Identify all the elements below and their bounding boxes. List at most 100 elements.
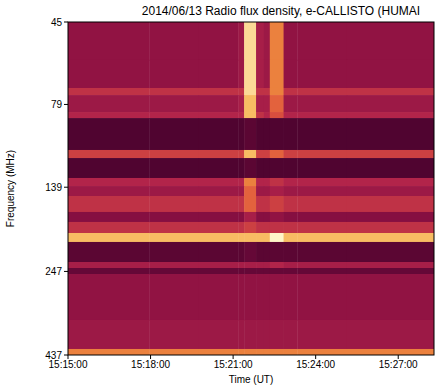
- cell: [256, 242, 264, 262]
- cell: [270, 222, 284, 233]
- cell: [284, 242, 298, 262]
- cell: [149, 22, 199, 60]
- cell: [347, 196, 434, 212]
- cell: [297, 158, 347, 178]
- cell: [238, 22, 244, 60]
- cell: [244, 196, 256, 212]
- cell: [270, 158, 284, 178]
- cell: [284, 268, 298, 274]
- cell: [270, 274, 284, 320]
- cell: [238, 212, 244, 222]
- cell: [149, 242, 199, 262]
- cell: [244, 178, 256, 186]
- cell: [284, 60, 298, 88]
- cell: [149, 196, 199, 212]
- cell: [256, 196, 264, 212]
- cell: [238, 268, 244, 274]
- cell: [270, 268, 284, 274]
- cell: [347, 95, 434, 112]
- cell: [284, 178, 298, 186]
- cell: [264, 118, 270, 150]
- x-tick-label: 15:18:00: [131, 359, 170, 370]
- cell: [347, 320, 434, 349]
- cell: [256, 95, 264, 112]
- x-axis-title: Time (UT): [229, 374, 274, 385]
- cell: [284, 212, 298, 222]
- cell: [297, 112, 347, 118]
- cell: [244, 212, 256, 222]
- x-tick-label: 15:21:00: [214, 359, 253, 370]
- cell: [347, 118, 434, 150]
- y-axis-title: Frequency (MHz): [5, 150, 16, 227]
- y-tick: [64, 22, 68, 23]
- cell: [199, 274, 239, 320]
- cell: [149, 118, 199, 150]
- cell: [264, 112, 270, 118]
- cell: [238, 150, 244, 158]
- cell: [238, 158, 244, 178]
- cell: [284, 196, 298, 212]
- cell: [256, 158, 264, 178]
- cell: [264, 178, 270, 186]
- cell: [297, 186, 347, 196]
- cell: [244, 60, 256, 88]
- cell: [238, 262, 244, 268]
- cell: [256, 233, 264, 242]
- cell: [264, 95, 270, 112]
- cell: [284, 22, 298, 60]
- cell: [297, 268, 347, 274]
- cell: [284, 186, 298, 196]
- y-tick-label: 45: [51, 17, 63, 28]
- cell: [270, 60, 284, 88]
- cell: [238, 118, 244, 150]
- y-tick-label: 79: [51, 99, 63, 110]
- cell: [284, 274, 298, 320]
- cell: [270, 349, 284, 355]
- cell: [264, 88, 270, 95]
- y-tick: [64, 187, 68, 188]
- cell: [199, 242, 239, 262]
- cell: [149, 95, 199, 112]
- cell: [149, 320, 199, 349]
- y-tick-label: 139: [45, 182, 62, 193]
- cell: [149, 274, 199, 320]
- cell: [68, 268, 150, 274]
- cell: [199, 186, 239, 196]
- cell: [256, 274, 264, 320]
- cell: [199, 233, 239, 242]
- cell: [256, 22, 264, 60]
- cell: [270, 242, 284, 262]
- cell: [270, 150, 284, 158]
- cell: [284, 233, 298, 242]
- cell: [68, 95, 150, 112]
- cell: [347, 233, 434, 242]
- cell: [68, 233, 150, 242]
- cell: [347, 268, 434, 274]
- cell: [199, 262, 239, 268]
- cell: [297, 22, 347, 60]
- cell: [244, 222, 256, 233]
- cell: [244, 158, 256, 178]
- cell: [238, 233, 244, 242]
- cell: [347, 178, 434, 186]
- cell: [264, 320, 270, 349]
- cell: [297, 150, 347, 158]
- cell: [199, 158, 239, 178]
- cell: [256, 349, 264, 355]
- plot-frame: [68, 22, 434, 355]
- cell: [199, 196, 239, 212]
- y-tick: [64, 104, 68, 105]
- x-tick-label: 15:24:00: [296, 359, 335, 370]
- cell: [199, 118, 239, 150]
- cell: [256, 222, 264, 233]
- cell: [244, 233, 256, 242]
- cell: [68, 60, 150, 88]
- cell: [347, 242, 434, 262]
- cell: [238, 320, 244, 349]
- cell: [270, 196, 284, 212]
- cell: [244, 95, 256, 112]
- cell: [270, 22, 284, 60]
- cell: [149, 88, 199, 95]
- cell: [68, 22, 150, 60]
- cell: [264, 196, 270, 212]
